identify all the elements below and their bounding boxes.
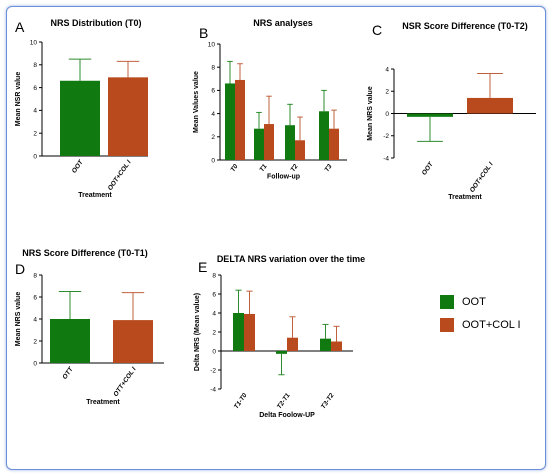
y-tick-label-a: 4 [33, 108, 37, 115]
bar [244, 313, 255, 351]
y-tick-label-e: 8 [212, 272, 216, 279]
bar [233, 313, 244, 351]
x-tick-label-e: T1-T0 [233, 392, 249, 411]
x-tick-label-b: T2 [290, 163, 300, 174]
y-tick-label-e: -2 [210, 367, 216, 374]
panel-title-a: NRS Distribution (T0) [51, 18, 142, 28]
y-tick-label-a: 8 [33, 62, 37, 69]
bar [108, 77, 148, 156]
y-axis-label-b: Mean Values value [193, 71, 200, 133]
y-tick-label-d: 8 [33, 272, 37, 279]
y-tick-label-d: 0 [33, 360, 37, 367]
x-axis-label-d: Treatment [86, 399, 120, 406]
y-tick-label-b: 10 [208, 41, 216, 48]
x-axis-label-e: Delta Foolow-UP [259, 412, 315, 419]
y-tick-label-c: 0 [385, 111, 389, 118]
y-tick-label-e: -4 [210, 386, 216, 393]
legend-label-oot: OOT [462, 296, 486, 308]
bar [60, 80, 100, 156]
y-tick-label-d: 4 [33, 316, 37, 323]
bar [276, 351, 287, 354]
x-tick-label-b: T3 [324, 163, 334, 174]
bar [295, 140, 305, 160]
bar [235, 79, 245, 160]
y-tick-label-b: 0 [211, 157, 215, 164]
y-tick-label-e: 2 [212, 329, 216, 336]
y-axis-label-e: Delta NRS (Mean value) [194, 293, 201, 371]
y-axis-label-a: Mean NSR value [15, 72, 22, 127]
y-tick-label-e: 4 [212, 310, 216, 317]
x-axis-label-a: Treatment [78, 192, 112, 199]
y-axis-label-d: Mean NRS value [15, 292, 22, 347]
panel-letter-c: C [372, 22, 382, 38]
bar [264, 124, 274, 160]
bar [287, 337, 298, 351]
bar [113, 320, 153, 363]
y-tick-label-a: 2 [33, 131, 37, 138]
x-tick-label-a: OOT [71, 158, 85, 174]
y-tick-label-d: 6 [33, 294, 37, 301]
y-tick-label-a: 0 [33, 153, 37, 160]
legend-swatch-oot-col [440, 318, 454, 332]
x-tick-label-b: T0 [230, 163, 240, 174]
bar [320, 338, 331, 351]
bar [331, 341, 342, 351]
legend: OOT OOT+COL I [440, 295, 521, 341]
bar [225, 83, 235, 160]
x-tick-label-d: OTT+COL I [112, 366, 137, 398]
panel-title-b: NRS analyses [253, 18, 313, 28]
x-tick-label-c: OOT+COL I [469, 161, 495, 194]
y-tick-label-c: -4 [383, 155, 389, 162]
bar [50, 319, 90, 363]
y-tick-label-a: 6 [33, 85, 37, 92]
x-tick-label-e: T2-T1 [276, 392, 292, 411]
legend-swatch-oot [440, 295, 454, 309]
x-tick-label-b: T1 [259, 163, 269, 174]
panel-title-e: DELTA NRS variation over the time [217, 254, 365, 264]
bar [254, 128, 264, 160]
panel-title-c: NSR Score Difference (T0-T2) [402, 21, 528, 31]
y-tick-label-a: 10 [30, 39, 38, 46]
bar [407, 113, 453, 117]
panel-letter-b: B [199, 25, 208, 41]
bar [285, 125, 295, 160]
panel-letter-d: D [15, 261, 25, 277]
x-axis-label-b: Follow-up [267, 173, 300, 180]
x-tick-label-d: OTT [61, 365, 75, 381]
y-axis-label-c: Mean NRS value [367, 86, 374, 141]
bar [467, 97, 513, 114]
y-tick-label-e: 6 [212, 291, 216, 298]
x-tick-label-c: OOT [421, 160, 435, 176]
x-tick-label-e: T3-T2 [320, 392, 336, 411]
y-tick-label-b: 4 [211, 111, 215, 118]
y-tick-label-b: 2 [211, 134, 215, 141]
y-tick-label-c: 2 [385, 89, 389, 96]
legend-item-oot-col: OOT+COL I [440, 318, 521, 332]
x-axis-label-c: Treatment [448, 194, 482, 201]
panel-title-d: NRS Score Difference (T0-T1) [22, 248, 148, 258]
panel-letter-a: A [15, 19, 25, 35]
legend-item-oot: OOT [440, 295, 521, 309]
y-tick-label-c: -2 [383, 133, 389, 140]
y-tick-label-b: 6 [211, 88, 215, 95]
panel-letter-e: E [198, 259, 207, 275]
y-tick-label-b: 8 [211, 65, 215, 72]
y-tick-label-e: 0 [212, 348, 216, 355]
y-tick-label-c: 4 [385, 66, 389, 73]
bar [329, 128, 339, 160]
bar [319, 111, 329, 160]
x-tick-label-a: OOT+COL I [107, 159, 133, 192]
y-tick-label-d: 2 [33, 338, 37, 345]
legend-label-oot-col: OOT+COL I [462, 319, 521, 331]
